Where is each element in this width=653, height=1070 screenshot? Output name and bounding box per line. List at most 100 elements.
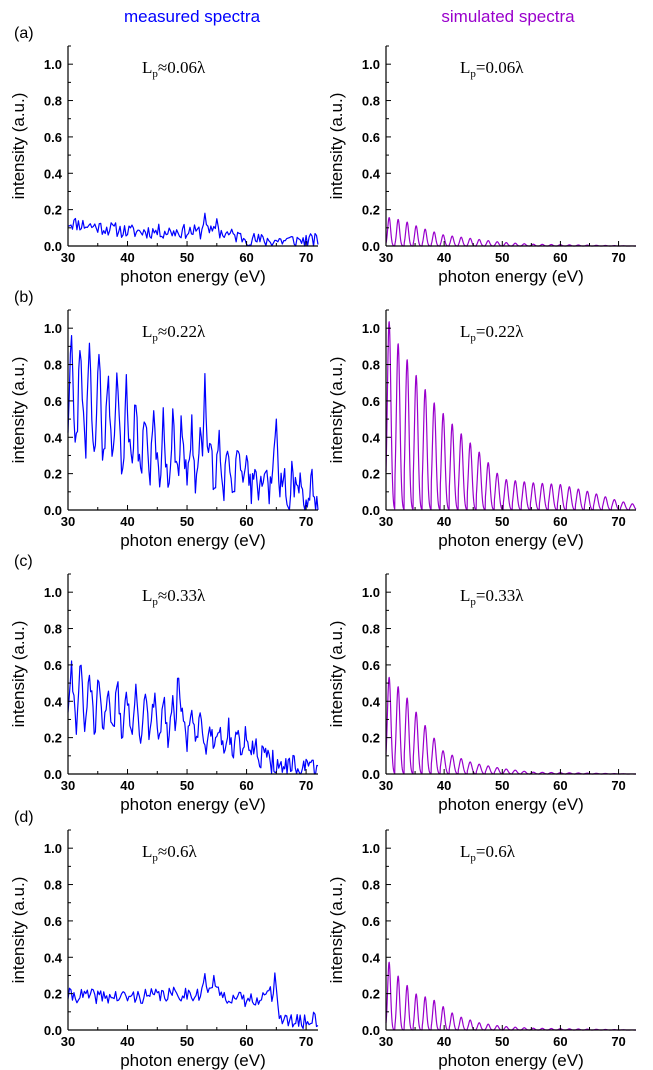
- y-tick-label: 0.8: [44, 878, 62, 893]
- panel-d-measured: (d) 0.0 0.2 0.4 0.6 0.8 1.0 30 40 50 60 70 photon en…: [9, 809, 319, 1070]
- y-tick-label: 0.0: [362, 1023, 380, 1038]
- x-tick-label: 30: [379, 1034, 393, 1049]
- y-tick-label: 0.8: [362, 94, 380, 109]
- lp-annotation: Lp=0.33λ: [460, 586, 524, 608]
- x-tick-label: 60: [553, 1034, 567, 1049]
- x-tick-label: 60: [239, 778, 253, 793]
- y-tick-label: 0.4: [44, 166, 63, 181]
- y-tick-label: 0.2: [44, 203, 62, 218]
- x-tick-label: 50: [180, 514, 194, 529]
- x-tick-label: 30: [61, 1034, 75, 1049]
- y-tick-label: 1.0: [44, 841, 62, 856]
- y-tick-label: 0.0: [44, 767, 62, 782]
- spectrum-line: [67, 660, 319, 775]
- x-tick-label: 60: [239, 514, 253, 529]
- y-tick-label: 0.4: [44, 430, 63, 445]
- x-tick-label: 70: [299, 1034, 313, 1049]
- x-tick-label: 70: [299, 514, 313, 529]
- y-tick-label: 0.4: [362, 166, 381, 181]
- spectrum-line: [385, 961, 637, 1031]
- panel-label: (a): [14, 25, 34, 42]
- x-tick-label: 40: [437, 514, 451, 529]
- y-axis-label: intensity (a.u.): [327, 93, 346, 200]
- x-axis-label: photon energy (eV): [120, 795, 266, 814]
- y-tick-label: 0.8: [44, 94, 62, 109]
- panel-a-simulated: 0.0 0.2 0.4 0.6 0.8 1.0 30 40 50 60 70 photon energ…: [327, 45, 637, 286]
- lp-annotation: Lp≈0.33λ: [142, 586, 206, 608]
- y-tick-label: 0.0: [362, 503, 380, 518]
- y-tick-label: 0.8: [362, 358, 380, 373]
- x-tick-label: 50: [495, 1034, 509, 1049]
- x-tick-label: 50: [180, 1034, 194, 1049]
- lp-annotation: Lp=0.22λ: [460, 322, 524, 344]
- panel-a-measured: (a) 0.0 0.2 0.4 0.6 0.8 1.0 30 40 50 60 70 photon en…: [9, 25, 319, 286]
- y-tick-label: 0.6: [44, 394, 62, 409]
- lp-annotation: Lp=0.06λ: [460, 58, 524, 80]
- x-tick-label: 60: [553, 514, 567, 529]
- y-tick-label: 0.0: [44, 1023, 62, 1038]
- panel-b-simulated: 0.0 0.2 0.4 0.6 0.8 1.0 30 40 50 60 70 photon energ…: [327, 309, 637, 550]
- panel-label: (b): [14, 289, 34, 306]
- y-tick-label: 0.6: [362, 658, 380, 673]
- spectrum-line: [67, 212, 319, 247]
- y-tick-label: 1.0: [362, 321, 380, 336]
- y-tick-label: 0.2: [44, 731, 62, 746]
- x-tick-label: 30: [61, 514, 75, 529]
- y-tick-label: 0.0: [44, 239, 62, 254]
- y-tick-label: 0.0: [44, 503, 62, 518]
- x-tick-label: 40: [120, 1034, 134, 1049]
- spectrum-line: [67, 972, 319, 1030]
- y-axis-label: intensity (a.u.): [9, 877, 28, 984]
- panel-label: (d): [14, 809, 34, 826]
- y-tick-label: 0.0: [362, 767, 380, 782]
- y-tick-label: 0.6: [362, 130, 380, 145]
- x-axis-label: photon energy (eV): [120, 267, 266, 286]
- y-axis-label: intensity (a.u.): [327, 877, 346, 984]
- x-axis-label: photon energy (eV): [120, 1051, 266, 1070]
- panel-d-simulated: 0.0 0.2 0.4 0.6 0.8 1.0 30 40 50 60 70 photon energ…: [327, 829, 637, 1070]
- x-axis-label: photon energy (eV): [120, 531, 266, 550]
- y-tick-label: 0.0: [362, 239, 380, 254]
- x-tick-label: 30: [379, 778, 393, 793]
- y-tick-label: 0.2: [362, 467, 380, 482]
- lp-annotation: Lp≈0.6λ: [142, 842, 197, 864]
- y-tick-label: 1.0: [362, 585, 380, 600]
- x-tick-label: 70: [611, 250, 625, 265]
- y-tick-label: 0.4: [362, 694, 381, 709]
- x-tick-label: 40: [120, 514, 134, 529]
- x-tick-label: 60: [239, 250, 253, 265]
- x-tick-label: 50: [180, 778, 194, 793]
- y-axis-label: intensity (a.u.): [327, 357, 346, 464]
- x-tick-label: 30: [379, 250, 393, 265]
- y-tick-label: 0.6: [362, 394, 380, 409]
- x-axis-label: photon energy (eV): [438, 1051, 584, 1070]
- x-tick-label: 30: [61, 250, 75, 265]
- y-tick-label: 0.2: [362, 203, 380, 218]
- lp-annotation: Lp≈0.06λ: [142, 58, 206, 80]
- x-tick-label: 70: [611, 1034, 625, 1049]
- x-tick-label: 40: [437, 1034, 451, 1049]
- x-tick-label: 50: [495, 514, 509, 529]
- lp-annotation: Lp≈0.22λ: [142, 322, 206, 344]
- x-tick-label: 50: [180, 250, 194, 265]
- x-tick-label: 40: [437, 250, 451, 265]
- measured-spectra-header: measured spectra: [124, 7, 261, 26]
- x-tick-label: 70: [611, 778, 625, 793]
- y-tick-label: 0.4: [362, 950, 381, 965]
- y-tick-label: 0.4: [44, 694, 63, 709]
- y-axis-label: intensity (a.u.): [9, 621, 28, 728]
- y-tick-label: 0.8: [362, 878, 380, 893]
- y-tick-label: 0.8: [44, 622, 62, 637]
- y-tick-label: 0.8: [44, 358, 62, 373]
- y-tick-label: 0.6: [44, 914, 62, 929]
- x-axis-label: photon energy (eV): [438, 795, 584, 814]
- lp-annotation: Lp=0.6λ: [460, 842, 516, 864]
- x-tick-label: 50: [495, 778, 509, 793]
- spectrum-line: [385, 676, 637, 775]
- x-tick-label: 70: [299, 778, 313, 793]
- x-tick-label: 30: [61, 778, 75, 793]
- y-tick-label: 0.6: [44, 130, 62, 145]
- y-tick-label: 0.2: [44, 467, 62, 482]
- x-tick-label: 70: [611, 514, 625, 529]
